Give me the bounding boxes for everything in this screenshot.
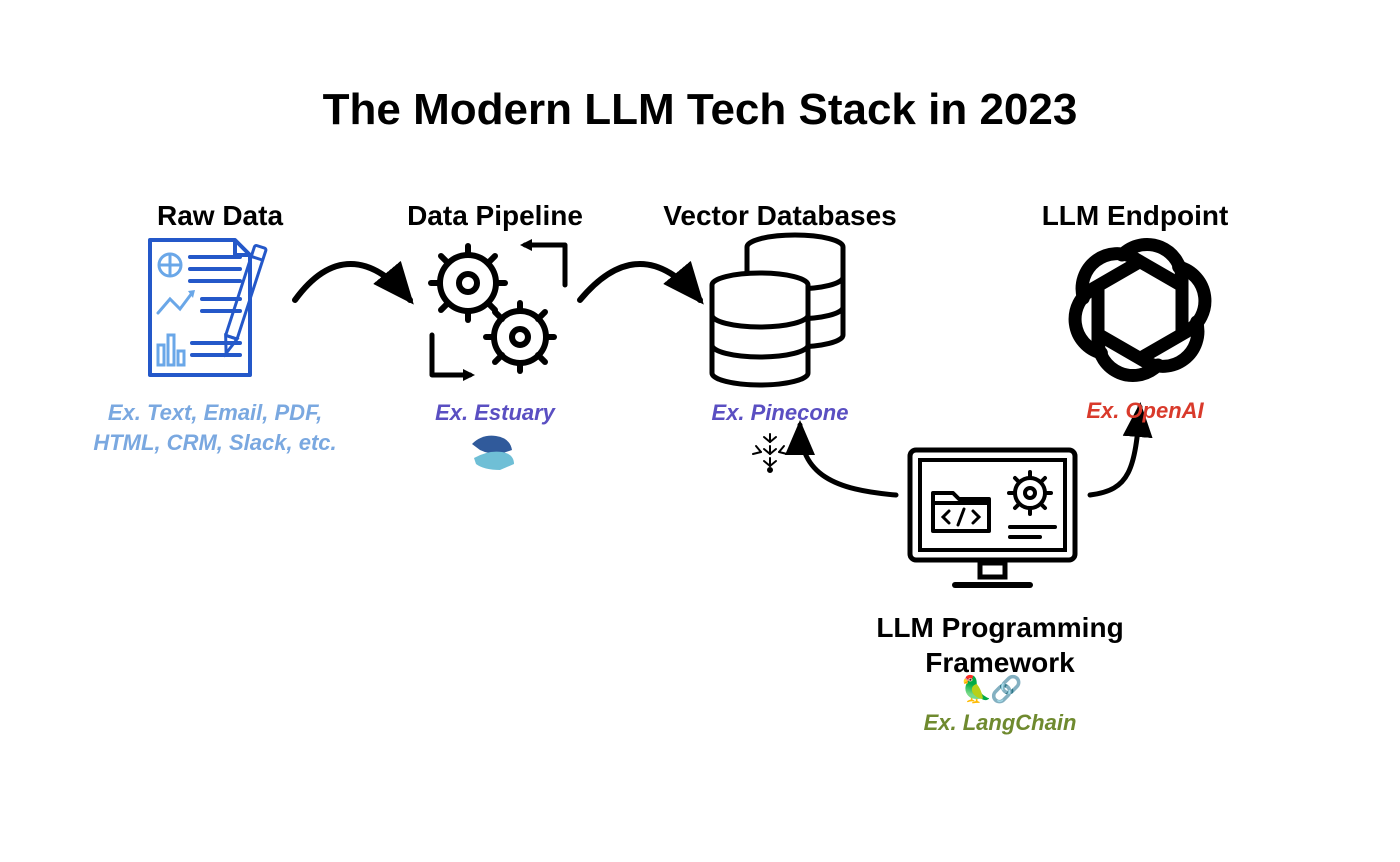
arrow-pipeline-to-vectordb [580,264,700,300]
llm-framework-example: Ex. LangChain [900,710,1100,736]
estuary-logo-icon [472,436,514,470]
arrow-raw-to-pipeline [295,264,410,300]
llm-endpoint-label: LLM Endpoint [1010,200,1260,232]
vector-db-example: Ex. Pinecone [690,400,870,426]
openai-knot-icon [1062,241,1217,379]
llm-framework-label: LLM Programming Framework [870,610,1130,680]
raw-data-example-line2: HTML, CRM, Slack, etc. [93,430,336,455]
raw-data-example: Ex. Text, Email, PDF, HTML, CRM, Slack, … [85,398,345,457]
vector-databases-label: Vector Databases [640,200,920,232]
llm-endpoint-example: Ex. OpenAI [1070,398,1220,424]
database-icon [712,235,843,385]
data-pipeline-label: Data Pipeline [380,200,610,232]
raw-data-label: Raw Data [130,200,310,232]
llm-framework-label-line1: LLM Programming [876,612,1123,643]
llm-framework-label-line2: Framework [925,647,1074,678]
data-pipeline-example: Ex. Estuary [420,400,570,426]
arrow-framework-to-vectordb [800,425,896,495]
document-icon [150,240,266,375]
raw-data-example-line1: Ex. Text, Email, PDF, [108,400,322,425]
gears-icon [431,239,565,381]
monitor-code-icon [910,450,1075,585]
pinecone-logo-icon [753,434,787,472]
